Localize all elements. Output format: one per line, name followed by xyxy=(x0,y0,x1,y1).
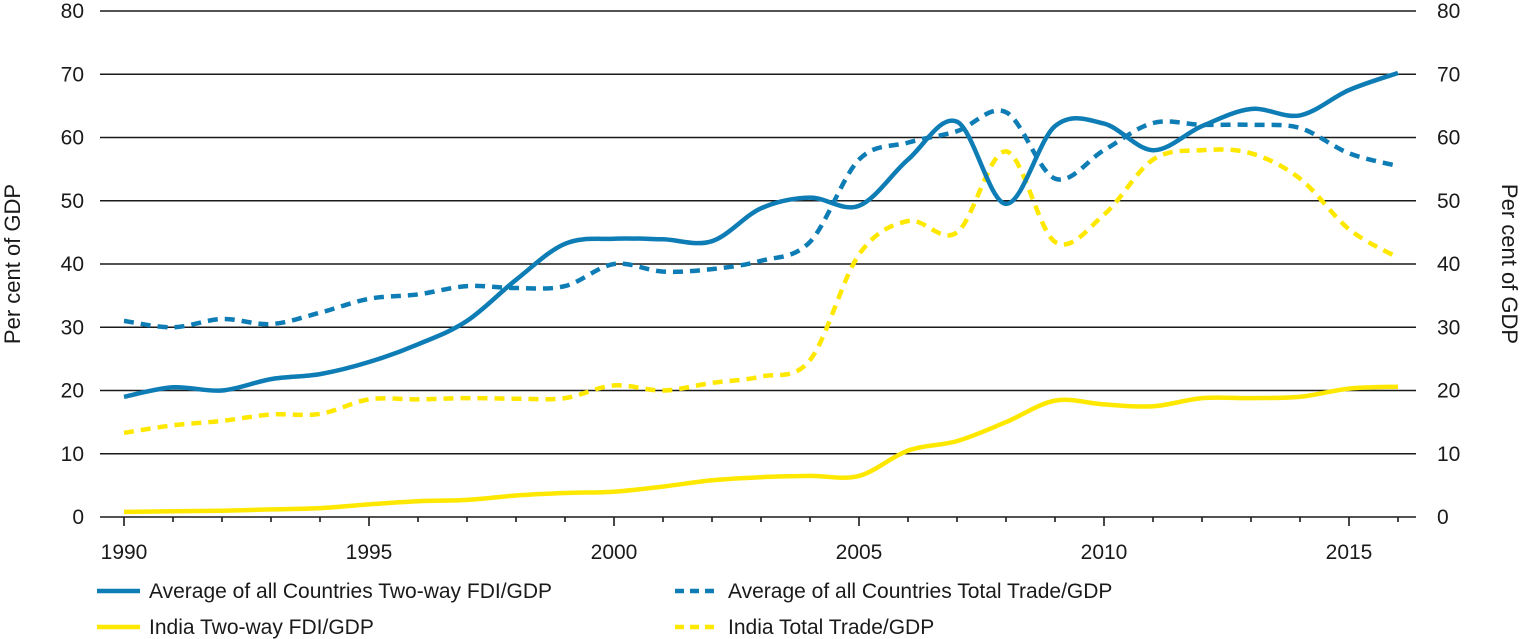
legend-label-avg-fdi: Average of all Countries Two-way FDI/GDP xyxy=(149,580,552,603)
x-axis: 1990 1995 2000 2005 2010 2015 xyxy=(100,516,1416,564)
y-tick-right-30: 30 xyxy=(1437,316,1460,339)
x-tick-label-2005: 2005 xyxy=(836,541,883,564)
y-tick-left-40: 40 xyxy=(61,253,84,276)
y-tick-right-80: 80 xyxy=(1437,0,1460,23)
legend-item-india-fdi: India Two-way FDI/GDP xyxy=(97,616,374,639)
y-tick-left-70: 70 xyxy=(61,63,84,86)
series-india-fdi-line xyxy=(123,384,1399,515)
y-tick-left-20: 20 xyxy=(61,380,84,403)
series-lines xyxy=(123,70,1400,515)
y-tick-right-10: 10 xyxy=(1437,443,1460,466)
y-tick-left-10: 10 xyxy=(61,443,84,466)
x-tick-label-1995: 1995 xyxy=(346,541,393,564)
gridlines xyxy=(100,10,1416,455)
legend-label-india-trade: India Total Trade/GDP xyxy=(728,616,934,639)
legend-label-avg-trade: Average of all Countries Total Trade/GDP xyxy=(728,580,1112,603)
y-axis-title-right: Per cent of GDP xyxy=(1497,184,1522,344)
y-tick-right-70: 70 xyxy=(1437,63,1460,86)
x-tick-label-2000: 2000 xyxy=(591,541,638,564)
legend-item-avg-fdi: Average of all Countries Two-way FDI/GDP xyxy=(97,580,552,603)
y-tick-right-0: 0 xyxy=(1437,506,1449,529)
series-avg-fdi-line xyxy=(123,70,1399,400)
y-tick-left-60: 60 xyxy=(61,127,84,150)
y-tick-left-0: 0 xyxy=(72,506,84,529)
legend-label-india-fdi: India Two-way FDI/GDP xyxy=(149,616,374,639)
y-tick-right-60: 60 xyxy=(1437,127,1460,150)
y-tick-right-20: 20 xyxy=(1437,380,1460,403)
y-axis-title-left: Per cent of GDP xyxy=(0,184,25,344)
x-tick-label-2015: 2015 xyxy=(1326,541,1373,564)
legend: Average of all Countries Two-way FDI/GDP… xyxy=(97,580,1112,639)
x-tick-label-2010: 2010 xyxy=(1081,541,1128,564)
y-tick-right-50: 50 xyxy=(1437,190,1460,213)
legend-item-avg-trade: Average of all Countries Total Trade/GDP xyxy=(675,580,1112,603)
y-axis-left: 0 10 20 30 40 50 60 70 80 xyxy=(61,0,84,529)
y-tick-left-30: 30 xyxy=(61,316,84,339)
x-tick-label-1990: 1990 xyxy=(101,541,148,564)
y-tick-left-50: 50 xyxy=(61,190,84,213)
y-tick-right-40: 40 xyxy=(1437,253,1460,276)
series-avg-trade-line xyxy=(123,108,1399,330)
y-axis-right: 0 10 20 30 40 50 60 70 80 xyxy=(1437,0,1460,529)
y-tick-left-80: 80 xyxy=(61,0,84,23)
legend-item-india-trade: India Total Trade/GDP xyxy=(675,616,934,639)
series-india-trade-line xyxy=(123,147,1400,436)
